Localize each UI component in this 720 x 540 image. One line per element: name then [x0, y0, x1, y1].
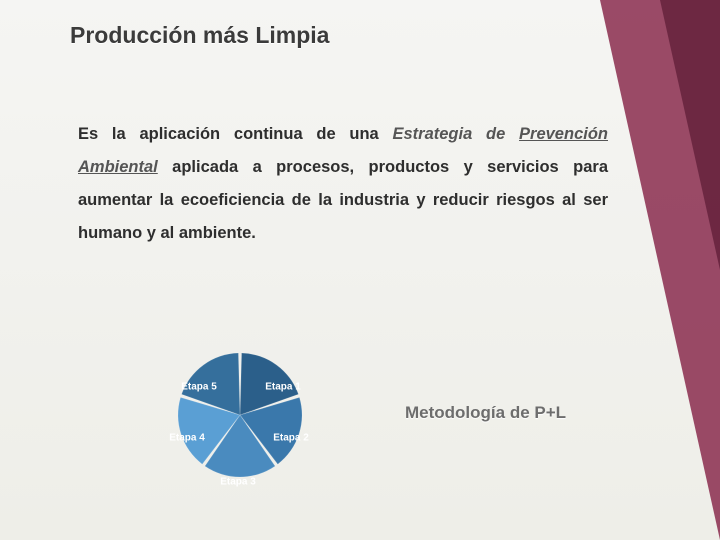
pie-label-4: Etapa 4: [169, 433, 205, 444]
pie-label-1: Etapa 1: [265, 382, 301, 393]
para-lead: Es la aplicación continua de una: [78, 125, 392, 143]
pie-label-3: Etapa 3: [220, 477, 256, 488]
para-rest: aplicada a procesos, productos y servici…: [78, 158, 608, 242]
definition-paragraph: Es la aplicación continua de una Estrate…: [78, 118, 608, 250]
pie-label-5: Etapa 5: [181, 382, 217, 393]
corner-accent-dark: [660, 0, 720, 270]
methodology-label: Metodología de P+L: [405, 403, 566, 423]
para-emph-1: Estrategia de: [392, 125, 519, 143]
stages-pie-chart: Etapa 1 Etapa 2 Etapa 3 Etapa 4 Etapa 5: [145, 320, 335, 510]
page-title: Producción más Limpia: [70, 22, 329, 49]
pie-label-2: Etapa 2: [273, 433, 309, 444]
